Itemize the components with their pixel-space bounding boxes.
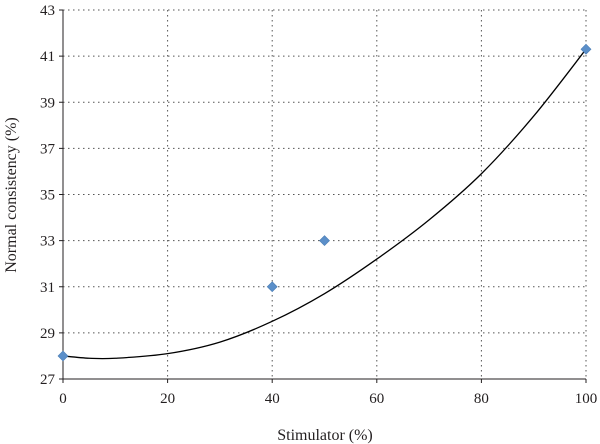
axis-layer	[59, 9, 587, 383]
x-tick-label: 20	[160, 391, 175, 407]
y-tick-label: 27	[40, 372, 56, 388]
y-tick-label: 29	[40, 326, 55, 342]
y-tick-label: 33	[40, 234, 55, 250]
x-tick-label: 40	[265, 391, 280, 407]
tick-labels: 27 29 31 33 35 37 39 41 43 0 20 40 60 80 100	[40, 3, 597, 407]
y-tick-label: 41	[40, 49, 55, 65]
y-tick-label: 39	[40, 95, 55, 111]
x-tick-label: 100	[575, 391, 598, 407]
data-points	[57, 43, 592, 362]
y-tick-label: 43	[40, 3, 55, 19]
trendline-layer	[62, 48, 587, 360]
y-axis-title: Normal consistency (%)	[3, 117, 20, 273]
y-tick-label: 35	[40, 188, 55, 204]
data-point	[319, 235, 330, 247]
x-tick-label: 60	[369, 391, 384, 407]
x-tick-label: 80	[474, 391, 489, 407]
x-tick-label: 0	[59, 391, 67, 407]
y-tick-label: 31	[40, 280, 55, 296]
data-point	[57, 350, 69, 362]
y-tick-label: 37	[40, 141, 56, 157]
trendline	[62, 48, 587, 360]
grid-layer	[63, 9, 587, 379]
data-point	[580, 43, 592, 55]
data-point	[266, 281, 278, 293]
x-axis-title: Stimulator (%)	[277, 427, 373, 444]
